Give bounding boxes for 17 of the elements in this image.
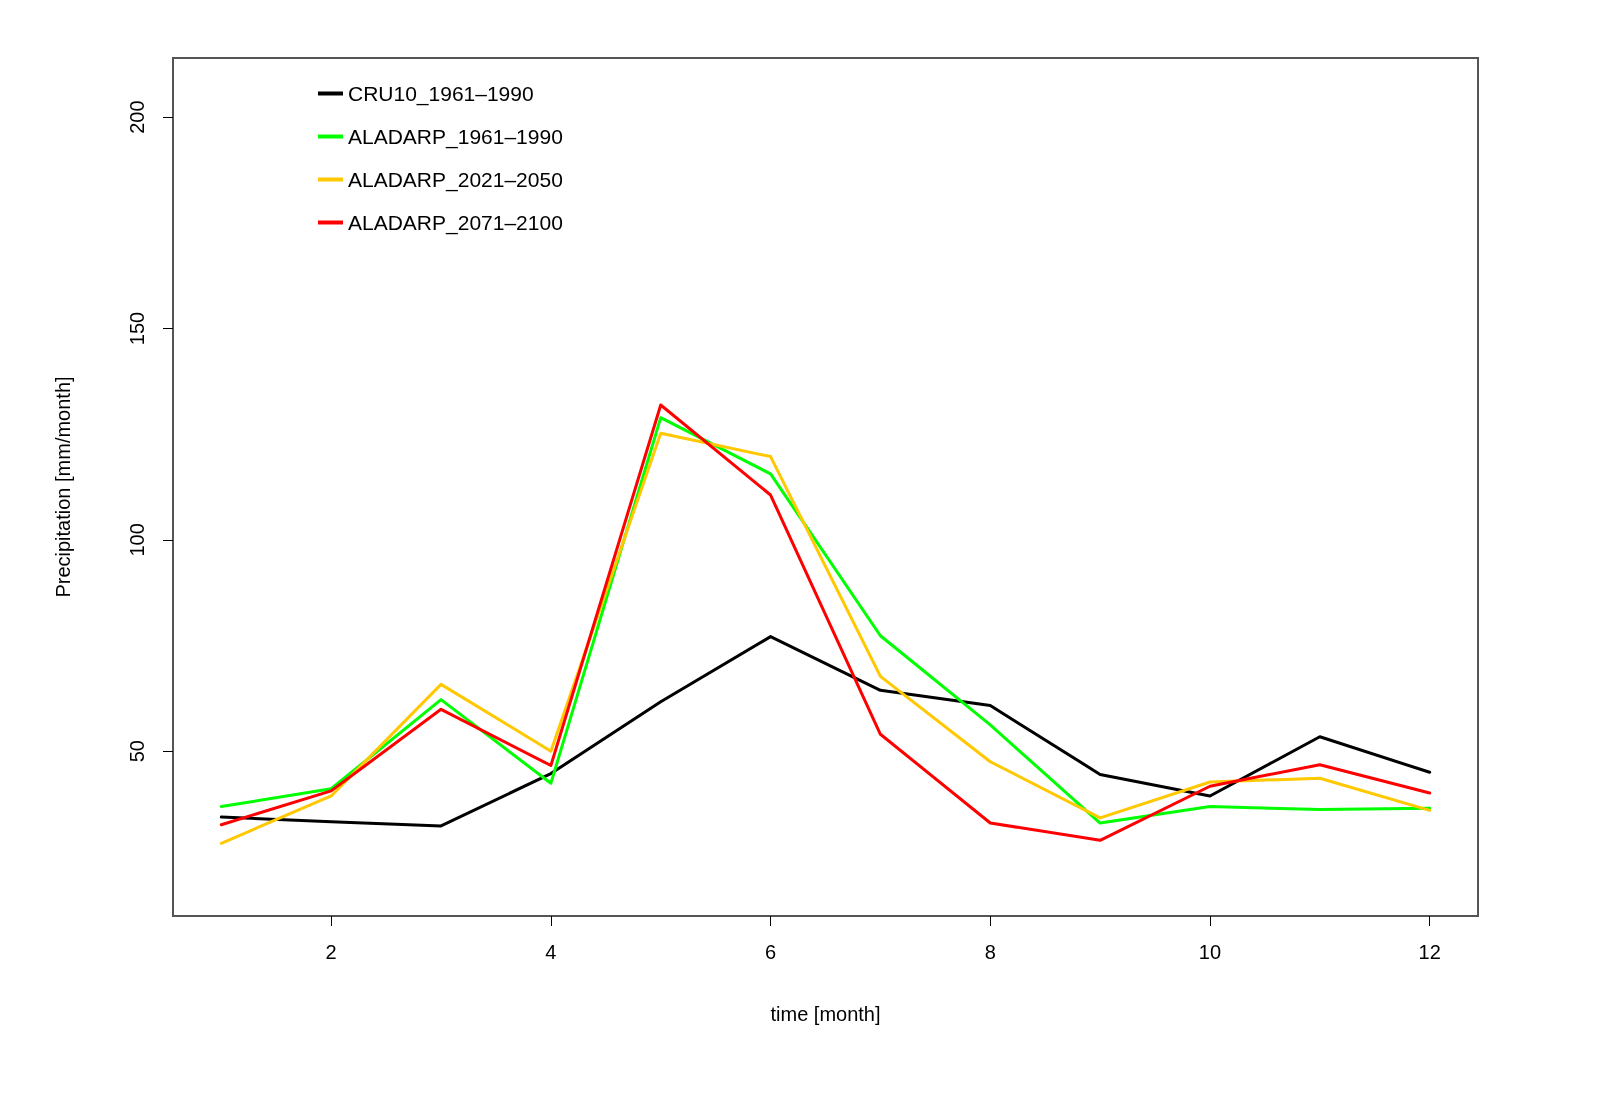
y-tick-label: 200 [126,100,148,134]
legend-label: ALADARP_2071–2100 [348,211,563,235]
legend-label: ALADARP_1961–1990 [348,125,563,149]
y-axis-title: Precipitation [mm/month] [52,376,74,598]
x-tick-label: 8 [984,941,996,963]
x-axis-title: time [month] [770,1003,881,1025]
x-tick-label: 4 [545,941,557,963]
legend-label: CRU10_1961–1990 [348,82,534,106]
x-tick-label: 10 [1198,941,1222,963]
legend-label: ALADARP_2021–2050 [348,168,563,192]
y-tick-label: 150 [126,311,148,346]
x-tick-label: 12 [1418,941,1441,963]
y-tick-label: 100 [126,523,148,557]
x-tick-label: 2 [325,941,337,963]
y-tick-label: 50 [126,740,148,763]
line-series [219,635,1432,828]
x-tick-label: 6 [765,941,777,963]
